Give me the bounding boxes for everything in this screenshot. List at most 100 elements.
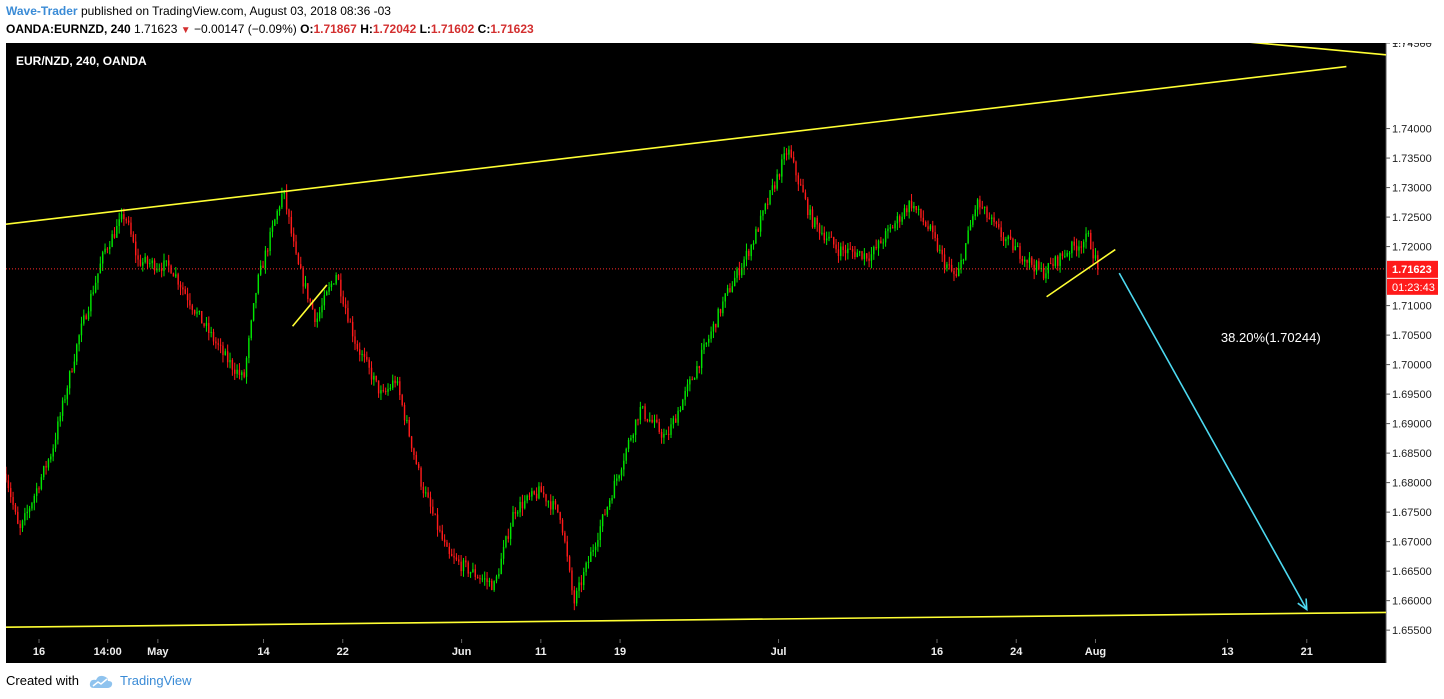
candle-body (57, 421, 59, 440)
time-tick-label: Aug (1085, 646, 1106, 658)
candle-body (641, 406, 644, 408)
candle-body (1052, 263, 1054, 266)
candle-body (462, 560, 465, 572)
candle-body (415, 454, 418, 465)
candle-body (517, 512, 519, 514)
candle-body (120, 214, 123, 220)
candle-body (741, 267, 743, 276)
candle-body (901, 216, 903, 222)
candle-body (212, 331, 215, 342)
candle-body (769, 190, 771, 205)
candle-body (10, 488, 12, 498)
candle-body (245, 357, 248, 377)
candle-body (1087, 232, 1090, 234)
candle-body (766, 203, 769, 205)
candle-body (377, 380, 380, 394)
candle-body (788, 149, 790, 155)
candle-body (1042, 267, 1045, 279)
candle-body (267, 250, 269, 252)
candle-body (995, 221, 998, 224)
candle-body (146, 256, 149, 264)
candle-body (896, 216, 899, 224)
candle-body (28, 508, 31, 512)
candle-body (375, 375, 377, 381)
open-label: O: (300, 22, 314, 36)
candle-body (894, 223, 896, 229)
candle-body (745, 250, 748, 260)
candle-body (43, 466, 45, 478)
candle-body (1012, 238, 1014, 251)
candle-body (35, 488, 38, 496)
candle-body (50, 456, 52, 460)
candle-body (833, 237, 835, 245)
candle-body (630, 438, 632, 440)
candle-body (981, 207, 983, 209)
candle-body (165, 260, 168, 262)
candle-body (285, 190, 288, 210)
candle-body (856, 252, 859, 258)
candle-body (625, 448, 627, 461)
candle-body (1000, 227, 1002, 238)
candle-body (295, 241, 297, 254)
candle-body (941, 249, 943, 255)
candle-body (847, 248, 849, 254)
candle-body (752, 243, 755, 246)
candle-body (271, 225, 274, 232)
candle-body (7, 480, 10, 489)
candle-body (507, 536, 509, 539)
candle-body (616, 478, 618, 481)
tradingview-link[interactable]: TradingView (120, 673, 192, 688)
candle-body (667, 433, 670, 435)
candle-body (807, 198, 809, 216)
candle-body (1082, 241, 1085, 248)
candle-body (142, 262, 144, 266)
candle-body (33, 495, 36, 504)
candle-body (316, 318, 318, 323)
created-with-text: Created with (6, 673, 79, 688)
candle-body (436, 514, 439, 530)
high-value: 1.72042 (372, 22, 417, 36)
candle-body (868, 258, 870, 261)
candle-body (913, 206, 915, 209)
candle-body (514, 511, 517, 514)
candle-body (224, 351, 227, 356)
candle-body (873, 247, 875, 255)
candle-body (189, 300, 191, 306)
candle-body (156, 268, 158, 271)
candle-body (934, 232, 936, 239)
candle-body (566, 541, 568, 557)
candle-body (866, 253, 868, 259)
candle-body (639, 407, 642, 420)
candle-body (255, 293, 257, 304)
candle-body (509, 526, 512, 539)
candle-body (101, 252, 104, 264)
plot-area[interactable] (6, 43, 1386, 663)
candle-body (314, 309, 316, 323)
candle-body (71, 371, 73, 373)
candle-body (684, 391, 686, 400)
price-axis[interactable] (1386, 43, 1438, 663)
time-tick-label: 24 (1010, 646, 1023, 658)
upper-channel (6, 65, 1347, 225)
price-tick-label: 1.70000 (1392, 360, 1432, 372)
candle-body (915, 206, 917, 210)
close-label: C: (477, 22, 491, 36)
candle-body (920, 208, 922, 218)
candle-body (241, 372, 243, 376)
price-tick-label: 1.68500 (1392, 448, 1432, 460)
candle-body (519, 501, 521, 513)
drawings (6, 43, 1387, 628)
candle-body (1024, 259, 1026, 262)
price-chart[interactable]: 1.750001.74500 1.74000 1.73500 1.73000 1.725… (6, 43, 1438, 663)
candle-body (592, 550, 594, 552)
candle-body (177, 274, 179, 285)
candle-body (550, 501, 552, 510)
down-triangle-icon: ▼ (180, 25, 191, 36)
author-link[interactable]: Wave-Trader (6, 4, 78, 18)
candle-body (47, 459, 50, 468)
candle-body (113, 234, 116, 238)
candle-body (882, 242, 884, 244)
candle-body (578, 582, 580, 591)
candle-body (682, 399, 684, 410)
candle-body (160, 268, 163, 272)
